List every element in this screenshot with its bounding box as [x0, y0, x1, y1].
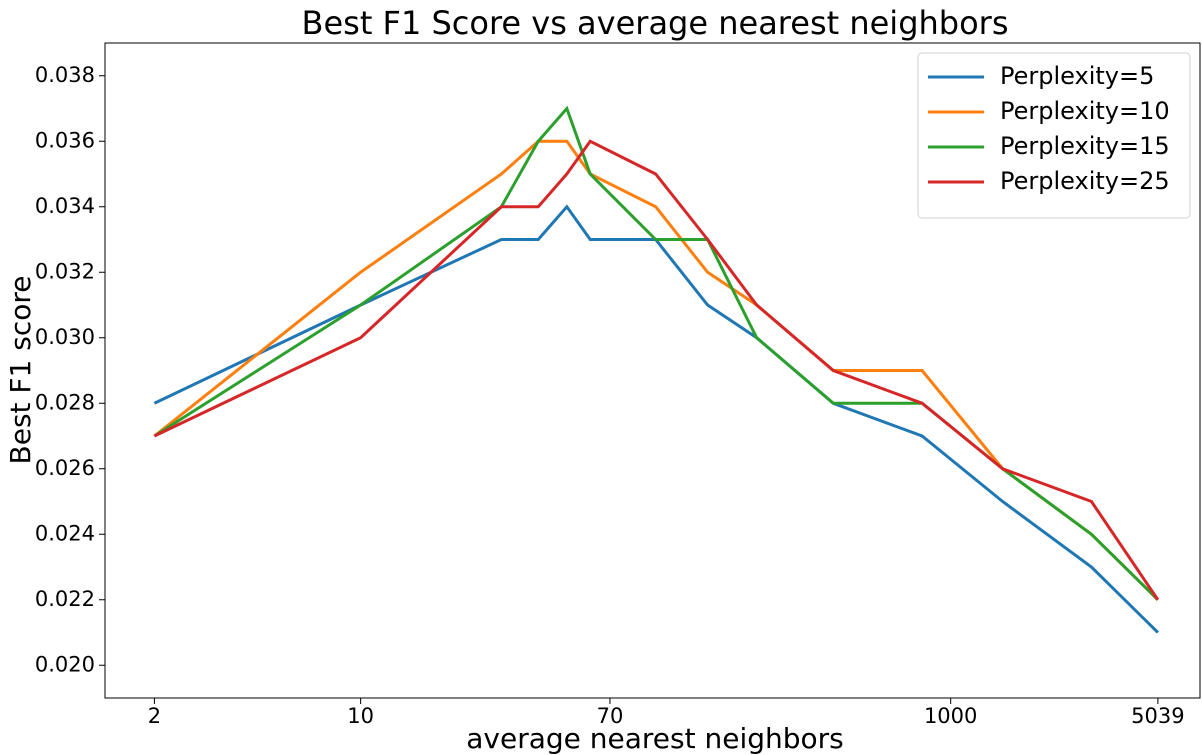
y-axis-label: Best F1 score — [4, 276, 37, 465]
x-tick-label: 2 — [148, 704, 161, 728]
legend-label: Perplexity=25 — [1000, 167, 1170, 195]
y-tick-label: 0.020 — [35, 652, 95, 676]
x-tick-label: 70 — [597, 704, 624, 728]
chart-title: Best F1 Score vs average nearest neighbo… — [302, 4, 1009, 42]
y-tick-label: 0.036 — [35, 128, 95, 152]
legend-label: Perplexity=5 — [1000, 62, 1154, 90]
x-tick-label: 10 — [347, 704, 374, 728]
y-tick-label: 0.028 — [35, 390, 95, 414]
line-series — [153, 139, 1160, 601]
y-tick-label: 0.026 — [35, 456, 95, 480]
x-tick-label: 5039 — [1131, 704, 1184, 728]
x-axis-label: average nearest neighbors — [466, 722, 844, 755]
legend-label: Perplexity=10 — [1000, 97, 1170, 125]
y-tick-label: 0.034 — [35, 194, 95, 218]
x-tick-label: 1000 — [924, 704, 977, 728]
legend-label: Perplexity=15 — [1000, 132, 1170, 160]
y-tick-label: 0.038 — [35, 63, 95, 87]
y-tick-label: 0.032 — [35, 259, 95, 283]
legend-box — [917, 52, 1191, 219]
line-series — [153, 204, 1159, 634]
y-tick-label: 0.022 — [35, 587, 95, 611]
plot-frame — [104, 42, 1201, 699]
y-tick-label: 0.024 — [35, 521, 95, 545]
y-tick-label: 0.030 — [35, 325, 95, 349]
